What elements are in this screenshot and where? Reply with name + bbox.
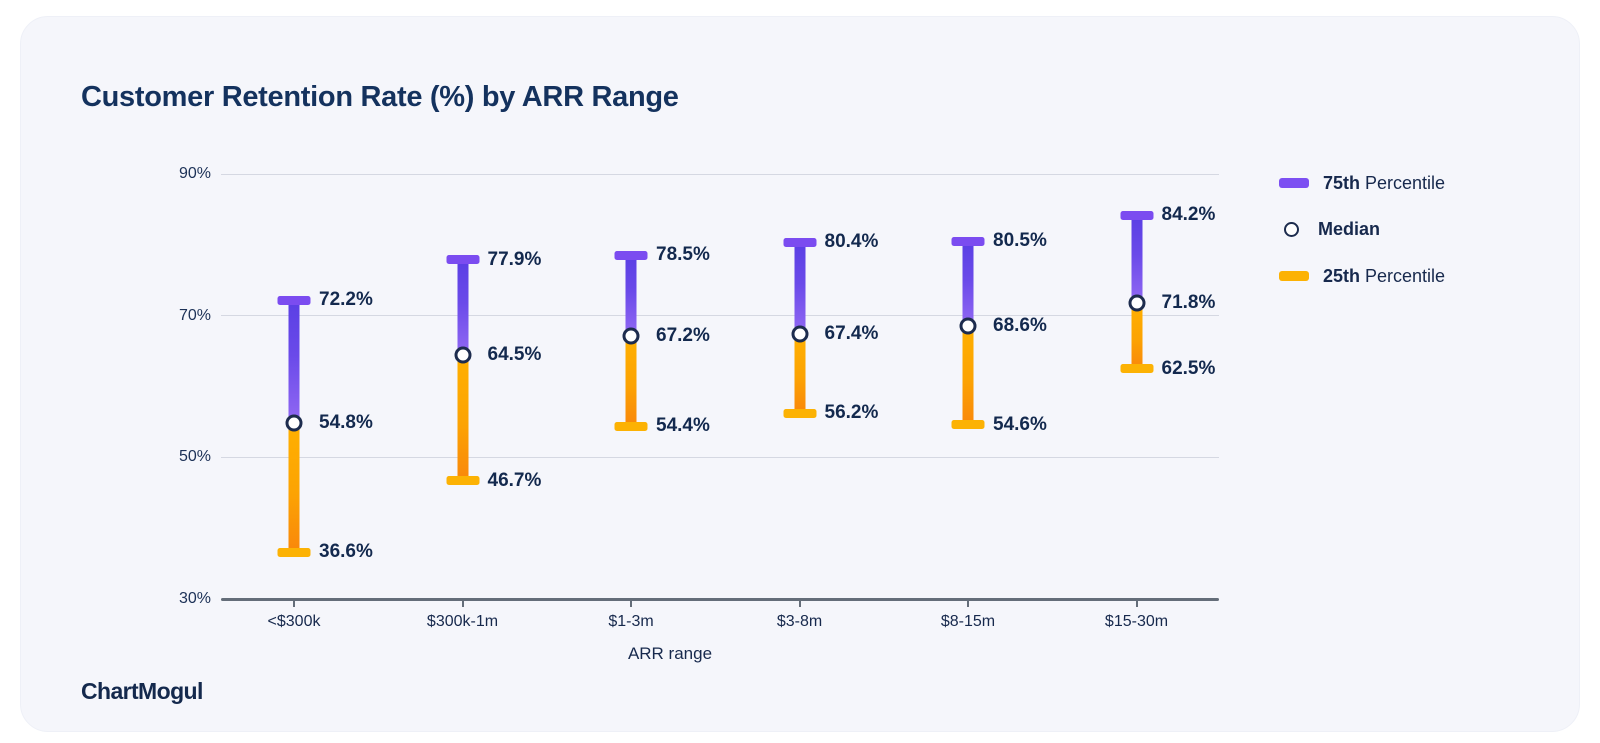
x-axis-title: ARR range (627, 644, 713, 663)
p25-value-label: 46.7% (487, 469, 542, 491)
x-axis-tick (967, 601, 969, 607)
median-value-label: 64.5% (487, 343, 542, 365)
x-axis-category-label: $1-3m (608, 613, 654, 630)
p25-cap (951, 420, 985, 430)
median-value-label: 67.4% (824, 323, 879, 345)
p25-cap (783, 408, 816, 418)
p75-cap (614, 250, 648, 260)
median-marker-icon (1284, 221, 1299, 237)
x-axis-tick (1135, 601, 1138, 607)
p75-value-label: 77.9% (487, 248, 542, 270)
median-dot (454, 346, 471, 364)
chartmogul-logo: ChartMogul (81, 678, 203, 704)
x-axis-category-label: <$300k (267, 613, 321, 630)
median-value-label: 67.2% (656, 324, 710, 346)
median-to-p25-stem (457, 354, 468, 481)
75th-percentile-swatch-icon (1279, 178, 1309, 188)
median-dot (791, 325, 808, 343)
chart-card: Customer Retention Rate (%) by ARR Range… (20, 16, 1580, 732)
p75-value-label: 72.2% (319, 289, 373, 311)
median-dot (1128, 294, 1145, 312)
median-to-p25-stem (794, 334, 805, 414)
legend-label-25th-percentile: 25th Percentile (1323, 265, 1446, 286)
legend-item-median: Median (1279, 217, 1380, 241)
p75-value-label: 80.5% (993, 230, 1047, 252)
legend-label-median: Median (1318, 218, 1381, 239)
25th-percentile-swatch-icon (1279, 271, 1309, 281)
p25-value-label: 54.4% (656, 415, 710, 437)
p75-value-label: 78.5% (656, 244, 710, 266)
p75-to-median-stem (625, 255, 637, 336)
p75-cap (446, 255, 479, 265)
x-axis-tick (798, 601, 801, 607)
x-axis-line (221, 598, 1219, 601)
y-axis-tick-label: 30% (178, 590, 211, 607)
x-axis-tick (293, 601, 295, 607)
x-axis-category-label: $3-8m (776, 613, 823, 630)
p25-cap (277, 547, 311, 557)
p75-to-median-stem (1131, 215, 1142, 303)
median-value-label: 54.8% (319, 412, 373, 434)
x-axis-tick (461, 601, 464, 607)
p75-cap (951, 236, 985, 246)
p75-cap (277, 295, 311, 305)
median-to-p25-stem (1131, 302, 1142, 369)
p25-value-label: 62.5% (1161, 357, 1216, 379)
median-dot (959, 317, 977, 335)
p25-cap (1120, 364, 1153, 374)
median-to-p25-stem (962, 325, 974, 425)
x-axis-tick (630, 601, 632, 607)
legend-label-75th-percentile: 75th Percentile (1323, 172, 1446, 193)
x-axis-category-label: $15-30m (1104, 613, 1169, 630)
p75-cap (783, 237, 816, 247)
p75-to-median-stem (288, 300, 300, 424)
median-dot (285, 414, 303, 432)
p25-value-label: 36.6% (319, 541, 373, 563)
y-axis-tick-label: 70% (178, 306, 211, 324)
p75-to-median-stem (794, 242, 805, 335)
median-value-label: 68.6% (993, 314, 1047, 336)
gridline (221, 456, 1219, 458)
x-axis-category-label: $300k-1m (426, 613, 499, 630)
gridline (221, 315, 1219, 317)
median-value-label: 71.8% (1161, 291, 1216, 313)
p75-cap (1120, 210, 1153, 220)
median-to-p25-stem (288, 423, 300, 553)
legend-item-75th-percentile: 75th Percentile (1279, 171, 1445, 195)
median-to-p25-stem (625, 335, 637, 427)
p25-value-label: 54.6% (993, 413, 1047, 435)
y-axis-tick-label: 50% (178, 448, 211, 466)
p75-to-median-stem (457, 259, 468, 355)
median-dot (622, 327, 640, 344)
p25-cap (446, 476, 479, 486)
p75-value-label: 80.4% (824, 231, 879, 252)
p25-cap (614, 421, 648, 431)
x-axis-category-label: $8-15m (940, 613, 996, 630)
p75-value-label: 84.2% (1161, 204, 1216, 226)
y-axis-tick-label: 90% (178, 165, 211, 182)
p75-to-median-stem (962, 241, 974, 326)
p25-value-label: 56.2% (824, 402, 879, 424)
gridline (221, 173, 1219, 175)
legend-item-25th-percentile: 25th Percentile (1279, 264, 1445, 288)
chart-title: Customer Retention Rate (%) by ARR Range (81, 81, 679, 113)
